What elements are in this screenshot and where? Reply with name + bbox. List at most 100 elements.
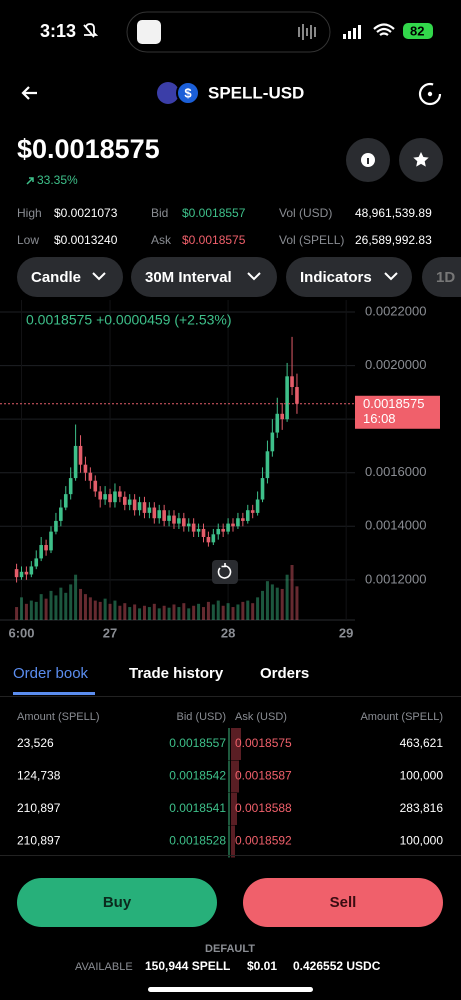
candle-body [78,445,83,465]
candle-body [211,534,216,543]
last-time-label: 16:08 [363,411,396,426]
order-cell: 210,897 [17,801,61,815]
volume-bar [147,607,151,620]
candle-body [34,558,39,567]
volume-bar [241,601,245,620]
candle-body [127,499,132,505]
chart-legend: 0.0018575 +0.0000459 (+2.53%) [26,312,232,328]
candle-body [290,376,294,388]
volume-bar [236,604,240,620]
volume-bar [128,607,132,620]
depth-marker [228,825,230,858]
volume-bar [113,600,117,620]
settings-button[interactable] [418,82,442,106]
balance: 0.426552 USDC [293,959,381,973]
candle-body [236,518,240,527]
candle-body [255,499,260,513]
tab-active[interactable]: Order book [13,665,89,682]
back-button[interactable] [21,86,37,100]
volume-bar [64,592,68,620]
candle-body [88,472,93,481]
candle-body [132,499,137,511]
stat-label: Low [17,233,39,247]
up-arrow [26,177,34,185]
usd-icon [176,81,200,105]
x-tick-label: 6:00 [8,625,34,640]
stat-value: $0.0018575 [182,233,246,247]
depth-marker [228,793,230,825]
candle-body [221,528,225,532]
volume-bar [265,581,269,620]
candle-body [226,523,230,532]
waveform-icon [298,24,316,40]
candle-body [177,518,181,524]
buy-label: Buy [103,894,132,911]
candle-body [295,387,299,404]
indicators-dropdown[interactable] [286,257,412,297]
wifi-icon [373,23,395,36]
candle-body [98,491,102,500]
order-cell: 0.0018557 [169,736,226,750]
sell-button[interactable] [243,878,443,927]
volume-bar [177,607,181,620]
tab[interactable]: Orders [260,665,309,682]
stat-label: High [17,206,42,220]
candle-body [245,510,250,521]
spell-icon [157,82,179,104]
volume-bar [275,587,279,620]
buy-button[interactable] [17,878,217,927]
interval-dropdown[interactable] [131,257,277,297]
volume-bar [152,603,156,620]
tab[interactable]: Trade history [129,665,224,682]
volume-bar [54,595,58,620]
candle-body [103,494,107,500]
volume-bar [216,600,220,620]
depth-marker [231,760,239,793]
volume-bar [44,598,48,620]
volume-bar [270,584,274,620]
order-cell: 0.0018588 [235,801,292,815]
price-change: 33.35% [37,173,78,187]
depth-marker [228,728,230,760]
stat-value: $0.0018557 [182,206,246,220]
order-cell: 100,000 [400,769,444,783]
volume-bar [49,590,53,620]
order-cell: 0.0018575 [235,736,292,750]
order-cell: 0.0018592 [235,834,292,848]
y-tick-label: 0.0014000 [365,518,426,533]
stat-label: Bid [151,206,168,220]
order-cell: 0.0018542 [169,769,226,783]
order-book: Amount (SPELL) Bid (USD) Ask (USD) Amount (… [17,711,443,858]
sell-label: Sell [330,894,357,911]
candle-body [73,445,78,479]
star-icon [413,152,429,167]
candle-body [275,413,280,433]
pair-title: SPELL-USD [208,83,304,102]
y-tick-label: 0.0020000 [365,357,426,372]
range-button[interactable] [422,257,461,297]
volume-bar [103,598,107,620]
volume-bar [231,607,235,620]
available-label: AVAILABLE [75,961,133,973]
column-header: Bid (USD) [176,711,226,723]
dropdown-label: Indicators [300,269,372,286]
candle-dropdown[interactable] [17,257,123,297]
candle-body [122,496,127,505]
volume-bar [246,600,250,620]
volume-bar [88,597,92,620]
balance: $0.01 [247,959,277,973]
candle-body [157,510,162,519]
column-header: Ask (USD) [235,711,287,723]
x-tick-label: 28 [221,625,235,640]
volume-bar [226,603,230,620]
volume-bar [295,586,299,620]
depth-marker [231,825,235,858]
candle-body [206,536,211,543]
candle-body [24,571,29,575]
volume-bar [192,605,196,620]
order-cell: 0.0018541 [169,801,226,815]
reset-zoom-button[interactable] [212,560,238,584]
candle-body [231,523,235,527]
candle-body [83,464,88,473]
volume-bar [24,603,28,620]
